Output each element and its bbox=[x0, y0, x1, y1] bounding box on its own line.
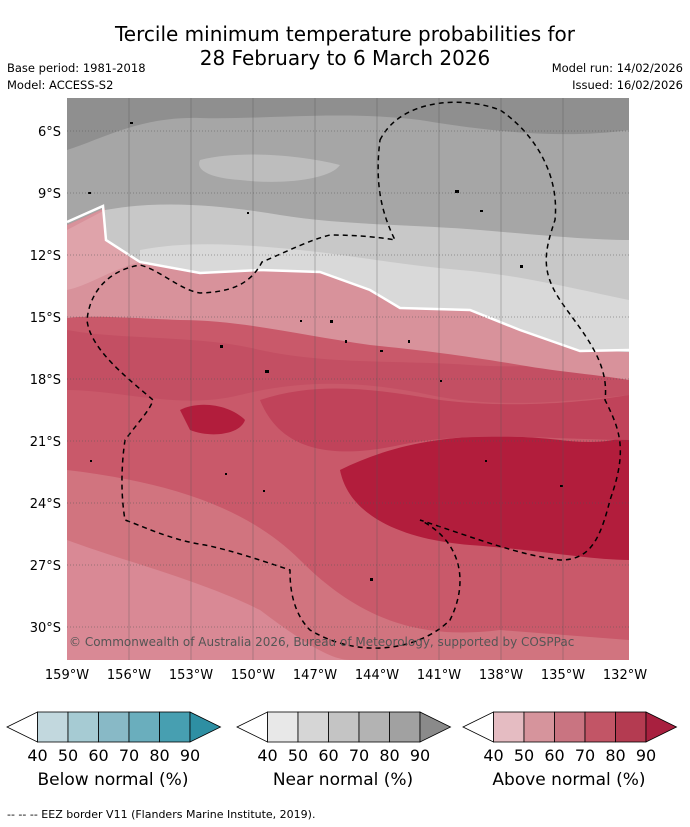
colorbar-tick-label: 90 bbox=[410, 746, 430, 765]
meta-right: Model run: 14/02/2026 Issued: 16/02/2026 bbox=[552, 60, 683, 94]
colorbar-segment bbox=[98, 711, 130, 743]
colorbar-tick-label: 50 bbox=[514, 746, 534, 765]
colorbar-tick-label: 80 bbox=[605, 746, 625, 765]
islands bbox=[88, 122, 563, 581]
colorbar-segment bbox=[297, 711, 329, 743]
colorbar-tick-label: 50 bbox=[288, 746, 308, 765]
colorbar-label-below: Below normal (%) bbox=[37, 770, 189, 790]
meta-left: Base period: 1981-2018 Model: ACCESS-S2 bbox=[7, 60, 146, 94]
colorbar-extend-high bbox=[419, 711, 452, 743]
lon-label: 156°W bbox=[107, 668, 151, 683]
lat-label: 30°S bbox=[30, 621, 61, 636]
near-normal-90-north bbox=[67, 98, 629, 150]
colorbar-1: 40 50 60 70 80 90 bbox=[236, 711, 452, 765]
colorbar-tick-label: 40 bbox=[483, 746, 503, 765]
colorbar-segment bbox=[37, 711, 69, 743]
lon-label: 150°W bbox=[231, 668, 275, 683]
colorbar-label-above: Above normal (%) bbox=[492, 770, 646, 790]
colorbar-segment bbox=[328, 711, 360, 743]
above-normal-65-band bbox=[67, 330, 629, 403]
colorbar-tick-label: 50 bbox=[58, 746, 78, 765]
lon-label: 138°W bbox=[479, 668, 523, 683]
colorbar-tick-label: 70 bbox=[119, 746, 139, 765]
colorbar-extend-high bbox=[645, 711, 678, 743]
lat-label: 24°S bbox=[30, 497, 61, 512]
lon-label: 147°W bbox=[293, 668, 337, 683]
lon-labels: 159°W 156°W 153°W 150°W 147°W 144°W 141°… bbox=[45, 668, 647, 683]
colorbar-segment bbox=[67, 711, 99, 743]
colorbar-segment bbox=[584, 711, 616, 743]
probability-field bbox=[67, 98, 629, 660]
colorbar-segment bbox=[389, 711, 421, 743]
colorbar-tick-label: 80 bbox=[379, 746, 399, 765]
lon-label: 135°W bbox=[541, 668, 585, 683]
lat-label: 18°S bbox=[30, 373, 61, 388]
lon-label: 132°W bbox=[603, 668, 647, 683]
colorbar-segment bbox=[493, 711, 525, 743]
model-run: Model run: 14/02/2026 bbox=[551, 61, 683, 75]
colorbar-segment bbox=[267, 711, 299, 743]
tercile-boundary-line bbox=[67, 204, 629, 353]
lat-label: 27°S bbox=[30, 559, 61, 574]
colorbar-tick-label: 60 bbox=[544, 746, 564, 765]
lat-label: 12°S bbox=[30, 249, 61, 264]
lon-label: 141°W bbox=[417, 668, 461, 683]
colorbars: 40 50 60 70 80 90 40 50 60 70 80 90 40 50 60 70 80 90 bbox=[6, 711, 678, 765]
model-name: Model: ACCESS-S2 bbox=[7, 78, 114, 92]
lon-label: 153°W bbox=[169, 668, 213, 683]
above-normal-50-band bbox=[67, 208, 629, 380]
colorbar-tick-label: 70 bbox=[575, 746, 595, 765]
lon-label: 159°W bbox=[45, 668, 89, 683]
colorbar-tick-label: 40 bbox=[257, 746, 277, 765]
colorbar-segment bbox=[523, 711, 555, 743]
eez-border bbox=[86, 101, 621, 649]
above-normal-80-patch bbox=[180, 404, 245, 435]
colorbar-segment bbox=[128, 711, 160, 743]
colorbar-tick-label: 70 bbox=[349, 746, 369, 765]
copyright-text: © Commonwealth of Australia 2026, Bureau… bbox=[69, 635, 574, 649]
colorbar-extend-low bbox=[462, 711, 494, 743]
issued-date: Issued: 16/02/2026 bbox=[572, 78, 683, 92]
above-normal-50-south bbox=[67, 540, 350, 660]
colorbar-label-near: Near normal (%) bbox=[272, 770, 414, 790]
title-line-2: 28 February to 6 March 2026 bbox=[199, 46, 491, 70]
lat-label: 15°S bbox=[30, 311, 61, 326]
above-normal-70-band bbox=[260, 388, 629, 452]
colorbar-segment bbox=[358, 711, 390, 743]
lat-label: 21°S bbox=[30, 435, 61, 450]
colorbar-extend-low bbox=[236, 711, 268, 743]
title-line-1: Tercile minimum temperature probabilitie… bbox=[114, 22, 576, 46]
map-title: Tercile minimum temperature probabilitie… bbox=[0, 22, 690, 70]
near-normal-patch bbox=[199, 154, 340, 182]
colorbar-0: 40 50 60 70 80 90 bbox=[6, 711, 222, 765]
colorbar-2: 40 50 60 70 80 90 bbox=[462, 711, 678, 765]
lat-label: 9°S bbox=[38, 187, 61, 202]
colorbar-extend-low bbox=[6, 711, 38, 743]
colorbar-segment bbox=[554, 711, 586, 743]
colorbar-segment bbox=[615, 711, 647, 743]
lat-labels: 6°S 9°S 12°S 15°S 18°S 21°S 24°S 27°S 30… bbox=[30, 125, 61, 636]
above-normal-80-core bbox=[340, 430, 629, 560]
colorbar-tick-label: 60 bbox=[318, 746, 338, 765]
gridlines bbox=[67, 98, 629, 660]
base-period: Base period: 1981-2018 bbox=[7, 61, 146, 75]
above-normal-40-edge bbox=[67, 210, 140, 290]
colorbar-segment bbox=[159, 711, 191, 743]
colorbar-tick-label: 40 bbox=[27, 746, 47, 765]
colorbar-tick-label: 90 bbox=[636, 746, 656, 765]
colorbar-extend-high bbox=[189, 711, 222, 743]
colorbar-tick-label: 80 bbox=[149, 746, 169, 765]
lon-label: 144°W bbox=[355, 668, 399, 683]
colorbar-tick-label: 90 bbox=[180, 746, 200, 765]
colorbar-tick-label: 60 bbox=[88, 746, 108, 765]
footer-eez-note: -- -- -- EEZ border V11 (Flanders Marine… bbox=[7, 808, 316, 821]
lat-label: 6°S bbox=[38, 125, 61, 140]
